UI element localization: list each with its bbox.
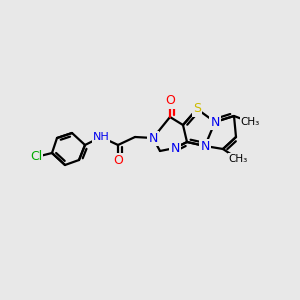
Text: CH₃: CH₃	[228, 154, 248, 164]
Text: N: N	[200, 140, 210, 152]
Text: O: O	[113, 154, 123, 166]
Text: N: N	[170, 142, 180, 154]
Text: Cl: Cl	[30, 151, 42, 164]
Text: CH₃: CH₃	[240, 117, 260, 127]
Text: NH: NH	[93, 132, 110, 142]
Text: O: O	[165, 94, 175, 107]
Text: S: S	[193, 103, 201, 116]
Text: N: N	[148, 131, 158, 145]
Text: N: N	[210, 116, 220, 128]
